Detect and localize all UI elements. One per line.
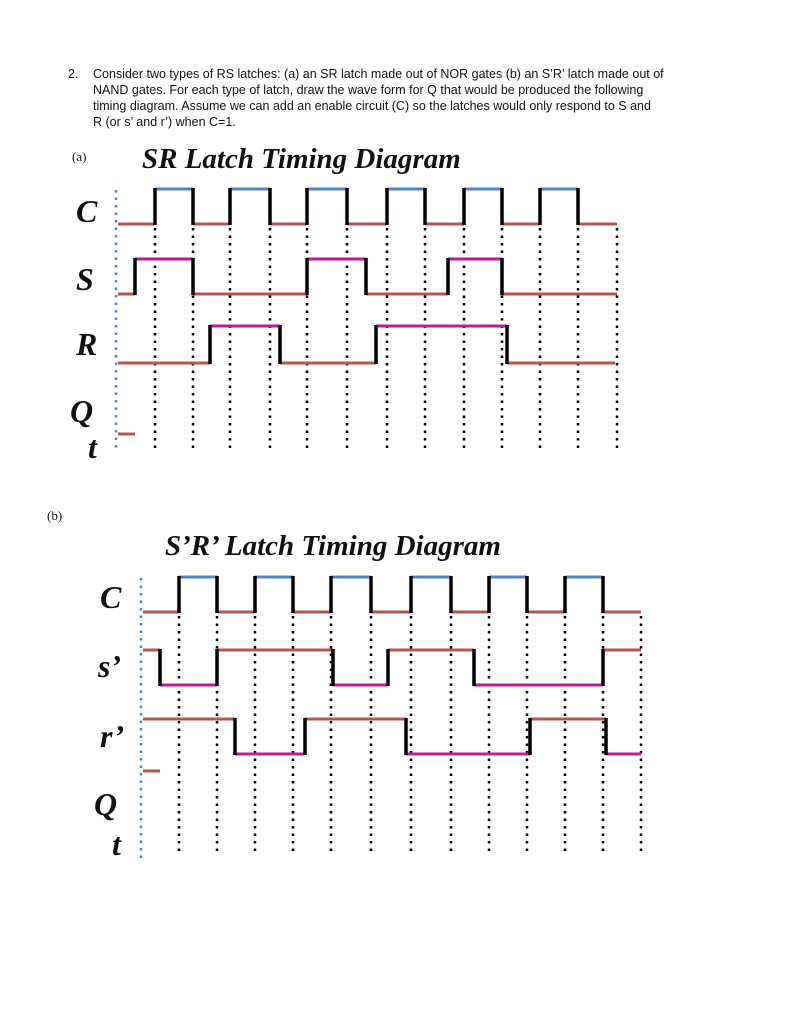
signal-label: Q: [70, 393, 93, 429]
signal-label: t: [112, 826, 122, 862]
signal-label: R: [75, 326, 97, 362]
question-line: Consider two types of RS latches: (a) an…: [93, 67, 664, 81]
signal-label: S: [76, 261, 94, 297]
signal-label: s’: [97, 648, 121, 684]
signal-label: C: [76, 193, 98, 229]
question-number: 2.: [68, 67, 78, 81]
signal-label: r’: [100, 718, 124, 754]
diagram-title: SR Latch Timing Diagram: [142, 143, 461, 175]
signal-label: Q: [94, 786, 117, 822]
diagram-title: S’R’ Latch Timing Diagram: [165, 530, 501, 562]
part-label: (a): [72, 149, 86, 164]
question-line: NAND gates. For each type of latch, draw…: [93, 83, 643, 97]
signal-label: C: [100, 579, 122, 615]
question-line: R (or s’ and r’) when C=1.: [93, 115, 236, 129]
question-line: timing diagram. Assume we can add an ena…: [93, 99, 651, 113]
signal-label: t: [88, 429, 98, 465]
part-label: (b): [47, 508, 62, 523]
